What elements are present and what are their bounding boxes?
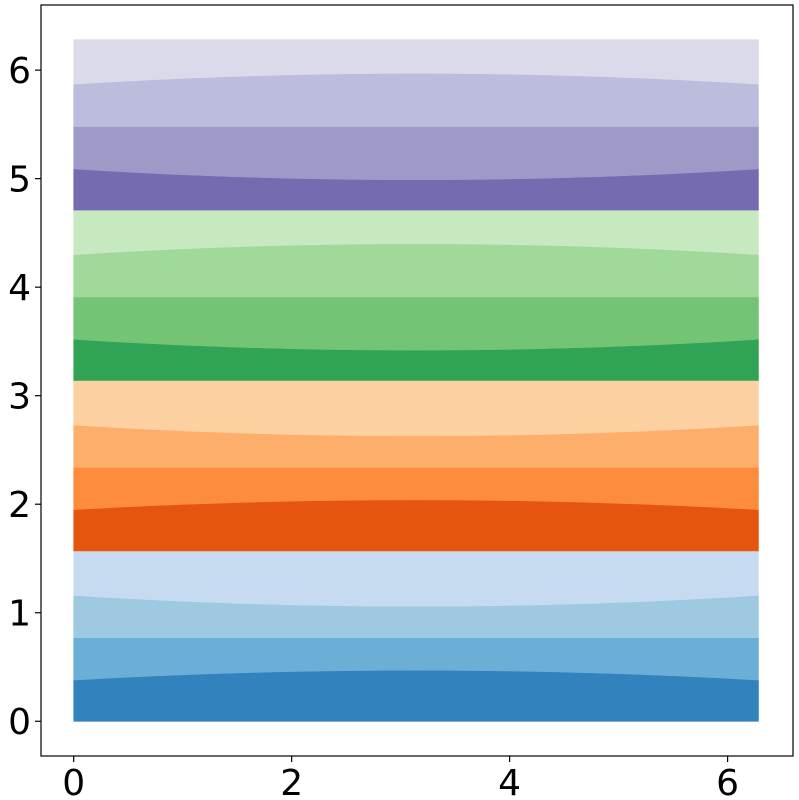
contour-band-8 [73,380,759,437]
contour-band-16 [73,39,759,85]
x-tick-label: 2 [280,763,303,800]
y-tick-label: 6 [8,51,31,92]
contour-band-14 [73,126,759,181]
x-tick-label: 4 [498,763,521,800]
x-tick-label: 0 [62,763,85,800]
contour-band-15 [73,73,759,127]
y-axis: 0 1 2 3 4 5 6 [8,51,41,743]
contour-band-5 [73,499,759,552]
filled-bands [73,39,759,722]
y-tick-label: 4 [8,268,31,309]
contour-band-10 [73,296,759,351]
y-tick-label: 5 [8,160,31,201]
contour-band-1 [73,669,759,722]
contour-band-11 [73,243,759,298]
y-tick-label: 0 [8,702,31,743]
x-axis: 0 2 4 6 [62,756,739,800]
plot-frame [40,4,794,757]
y-tick-label: 1 [8,594,31,635]
contour-band-4 [73,550,759,607]
y-tick-label: 3 [8,377,31,418]
y-tick-label: 2 [8,485,31,526]
x-tick-label: 6 [716,763,739,800]
